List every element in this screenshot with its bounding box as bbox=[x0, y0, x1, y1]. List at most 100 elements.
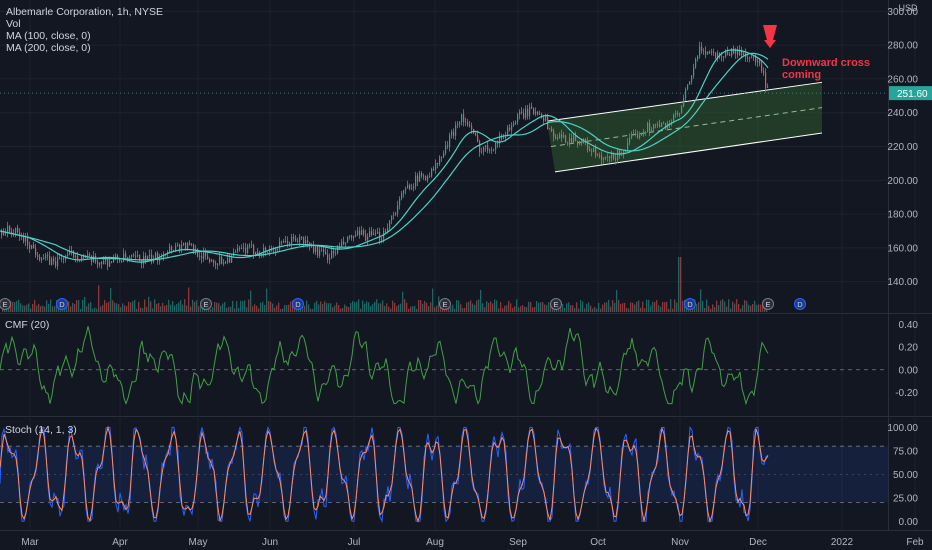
cmf-tick-label: -0.20 bbox=[895, 388, 918, 399]
volume-bar bbox=[46, 300, 48, 312]
volume-bar bbox=[606, 302, 608, 312]
candle-body bbox=[603, 158, 605, 160]
volume-bar bbox=[418, 300, 420, 312]
volume-bar bbox=[494, 299, 496, 312]
stoch-legend[interactable]: Stoch (14, 1, 3) bbox=[5, 424, 77, 436]
volume-bar bbox=[400, 303, 402, 312]
stoch-label[interactable]: Stoch (14, 1, 3) bbox=[5, 424, 77, 436]
cmf-legend[interactable]: CMF (20) bbox=[5, 319, 49, 331]
candle-body bbox=[609, 156, 611, 159]
candle-body bbox=[755, 56, 757, 63]
volume-bar bbox=[580, 300, 582, 312]
volume-bar bbox=[572, 305, 574, 312]
candle-body bbox=[151, 254, 153, 263]
candle-body bbox=[73, 251, 75, 258]
legend-vol[interactable]: Vol bbox=[6, 18, 21, 30]
chart-legend[interactable]: Albemarle Corporation, 1h, NYSE Vol MA (… bbox=[6, 6, 163, 54]
volume-bar bbox=[548, 302, 550, 312]
candle-body bbox=[589, 149, 591, 152]
candle-body bbox=[611, 153, 613, 159]
candle-body bbox=[645, 131, 647, 133]
candle-body bbox=[689, 81, 691, 85]
volume-bar bbox=[474, 304, 476, 312]
candle-body bbox=[75, 256, 77, 258]
candle-body bbox=[259, 253, 261, 256]
y-tick-label: 180.00 bbox=[887, 210, 918, 221]
candle-body bbox=[699, 46, 701, 57]
volume-bar bbox=[704, 308, 706, 312]
volume-bar bbox=[2, 308, 4, 312]
volume-bar bbox=[510, 303, 512, 312]
volume-bar bbox=[264, 305, 266, 312]
candle-body bbox=[363, 230, 365, 235]
volume-bar bbox=[678, 257, 680, 312]
volume-bar bbox=[230, 306, 232, 312]
volume-bar bbox=[336, 302, 338, 312]
volume-bar bbox=[378, 303, 380, 312]
candle-body bbox=[721, 56, 723, 58]
volume-bar bbox=[172, 300, 174, 312]
candle-body bbox=[251, 244, 253, 246]
legend-ma200[interactable]: MA (200, close, 0) bbox=[6, 42, 91, 54]
candle-body bbox=[61, 258, 63, 260]
volume-bar bbox=[562, 304, 564, 312]
volume-bar bbox=[328, 303, 330, 312]
volume-bar bbox=[158, 302, 160, 312]
volume-bar bbox=[490, 301, 492, 312]
volume-bar bbox=[612, 300, 614, 312]
volume-bar bbox=[760, 304, 762, 312]
candle-body bbox=[659, 124, 661, 127]
volume-bar bbox=[396, 306, 398, 312]
volume-bar bbox=[682, 300, 684, 312]
cmf-label[interactable]: CMF (20) bbox=[5, 319, 50, 331]
volume-bar bbox=[638, 300, 640, 312]
candle-body bbox=[691, 75, 693, 82]
x-tick-label: Dec bbox=[749, 537, 767, 548]
volume-bar bbox=[276, 305, 278, 312]
y-tick-label: 240.00 bbox=[887, 108, 918, 119]
volume-bar bbox=[166, 304, 168, 312]
candle-body bbox=[529, 106, 531, 117]
volume-bar bbox=[372, 303, 374, 312]
candle-body bbox=[507, 127, 509, 137]
volume-bar bbox=[616, 290, 618, 312]
candle-body bbox=[573, 135, 575, 144]
candle-body bbox=[35, 248, 37, 255]
candle-body bbox=[245, 247, 247, 253]
candle-body bbox=[607, 156, 609, 158]
candle-body bbox=[397, 205, 399, 214]
candle-body bbox=[191, 244, 193, 246]
volume-bar bbox=[364, 303, 366, 312]
volume-bar bbox=[626, 307, 628, 312]
volume-bar bbox=[282, 308, 284, 312]
volume-bar bbox=[278, 302, 280, 312]
volume-bar bbox=[36, 305, 38, 312]
candle-body bbox=[481, 151, 483, 153]
candle-body bbox=[559, 134, 561, 139]
candle-body bbox=[235, 251, 237, 253]
candle-body bbox=[487, 145, 489, 151]
candle-body bbox=[327, 254, 329, 260]
volume-bar bbox=[26, 304, 28, 312]
chart-title[interactable]: Albemarle Corporation, 1h, NYSE bbox=[6, 6, 163, 18]
candle-body bbox=[493, 149, 495, 151]
candle-body bbox=[7, 226, 9, 233]
candle-body bbox=[597, 155, 599, 157]
candle-body bbox=[415, 175, 417, 187]
volume-bar bbox=[508, 300, 510, 312]
volume-bar bbox=[34, 299, 36, 312]
volume-bar bbox=[54, 305, 56, 312]
candle-body bbox=[485, 145, 487, 148]
candle-body bbox=[11, 231, 13, 235]
candle-body bbox=[293, 236, 295, 239]
volume-bar bbox=[98, 285, 100, 312]
candle-body bbox=[265, 247, 267, 253]
candle-body bbox=[425, 176, 427, 181]
legend-ma100[interactable]: MA (100, close, 0) bbox=[6, 30, 91, 42]
candle-body bbox=[347, 236, 349, 243]
candle-body bbox=[517, 114, 519, 122]
candle-body bbox=[679, 112, 681, 115]
volume-bar bbox=[272, 303, 274, 312]
volume-bar bbox=[748, 304, 750, 312]
